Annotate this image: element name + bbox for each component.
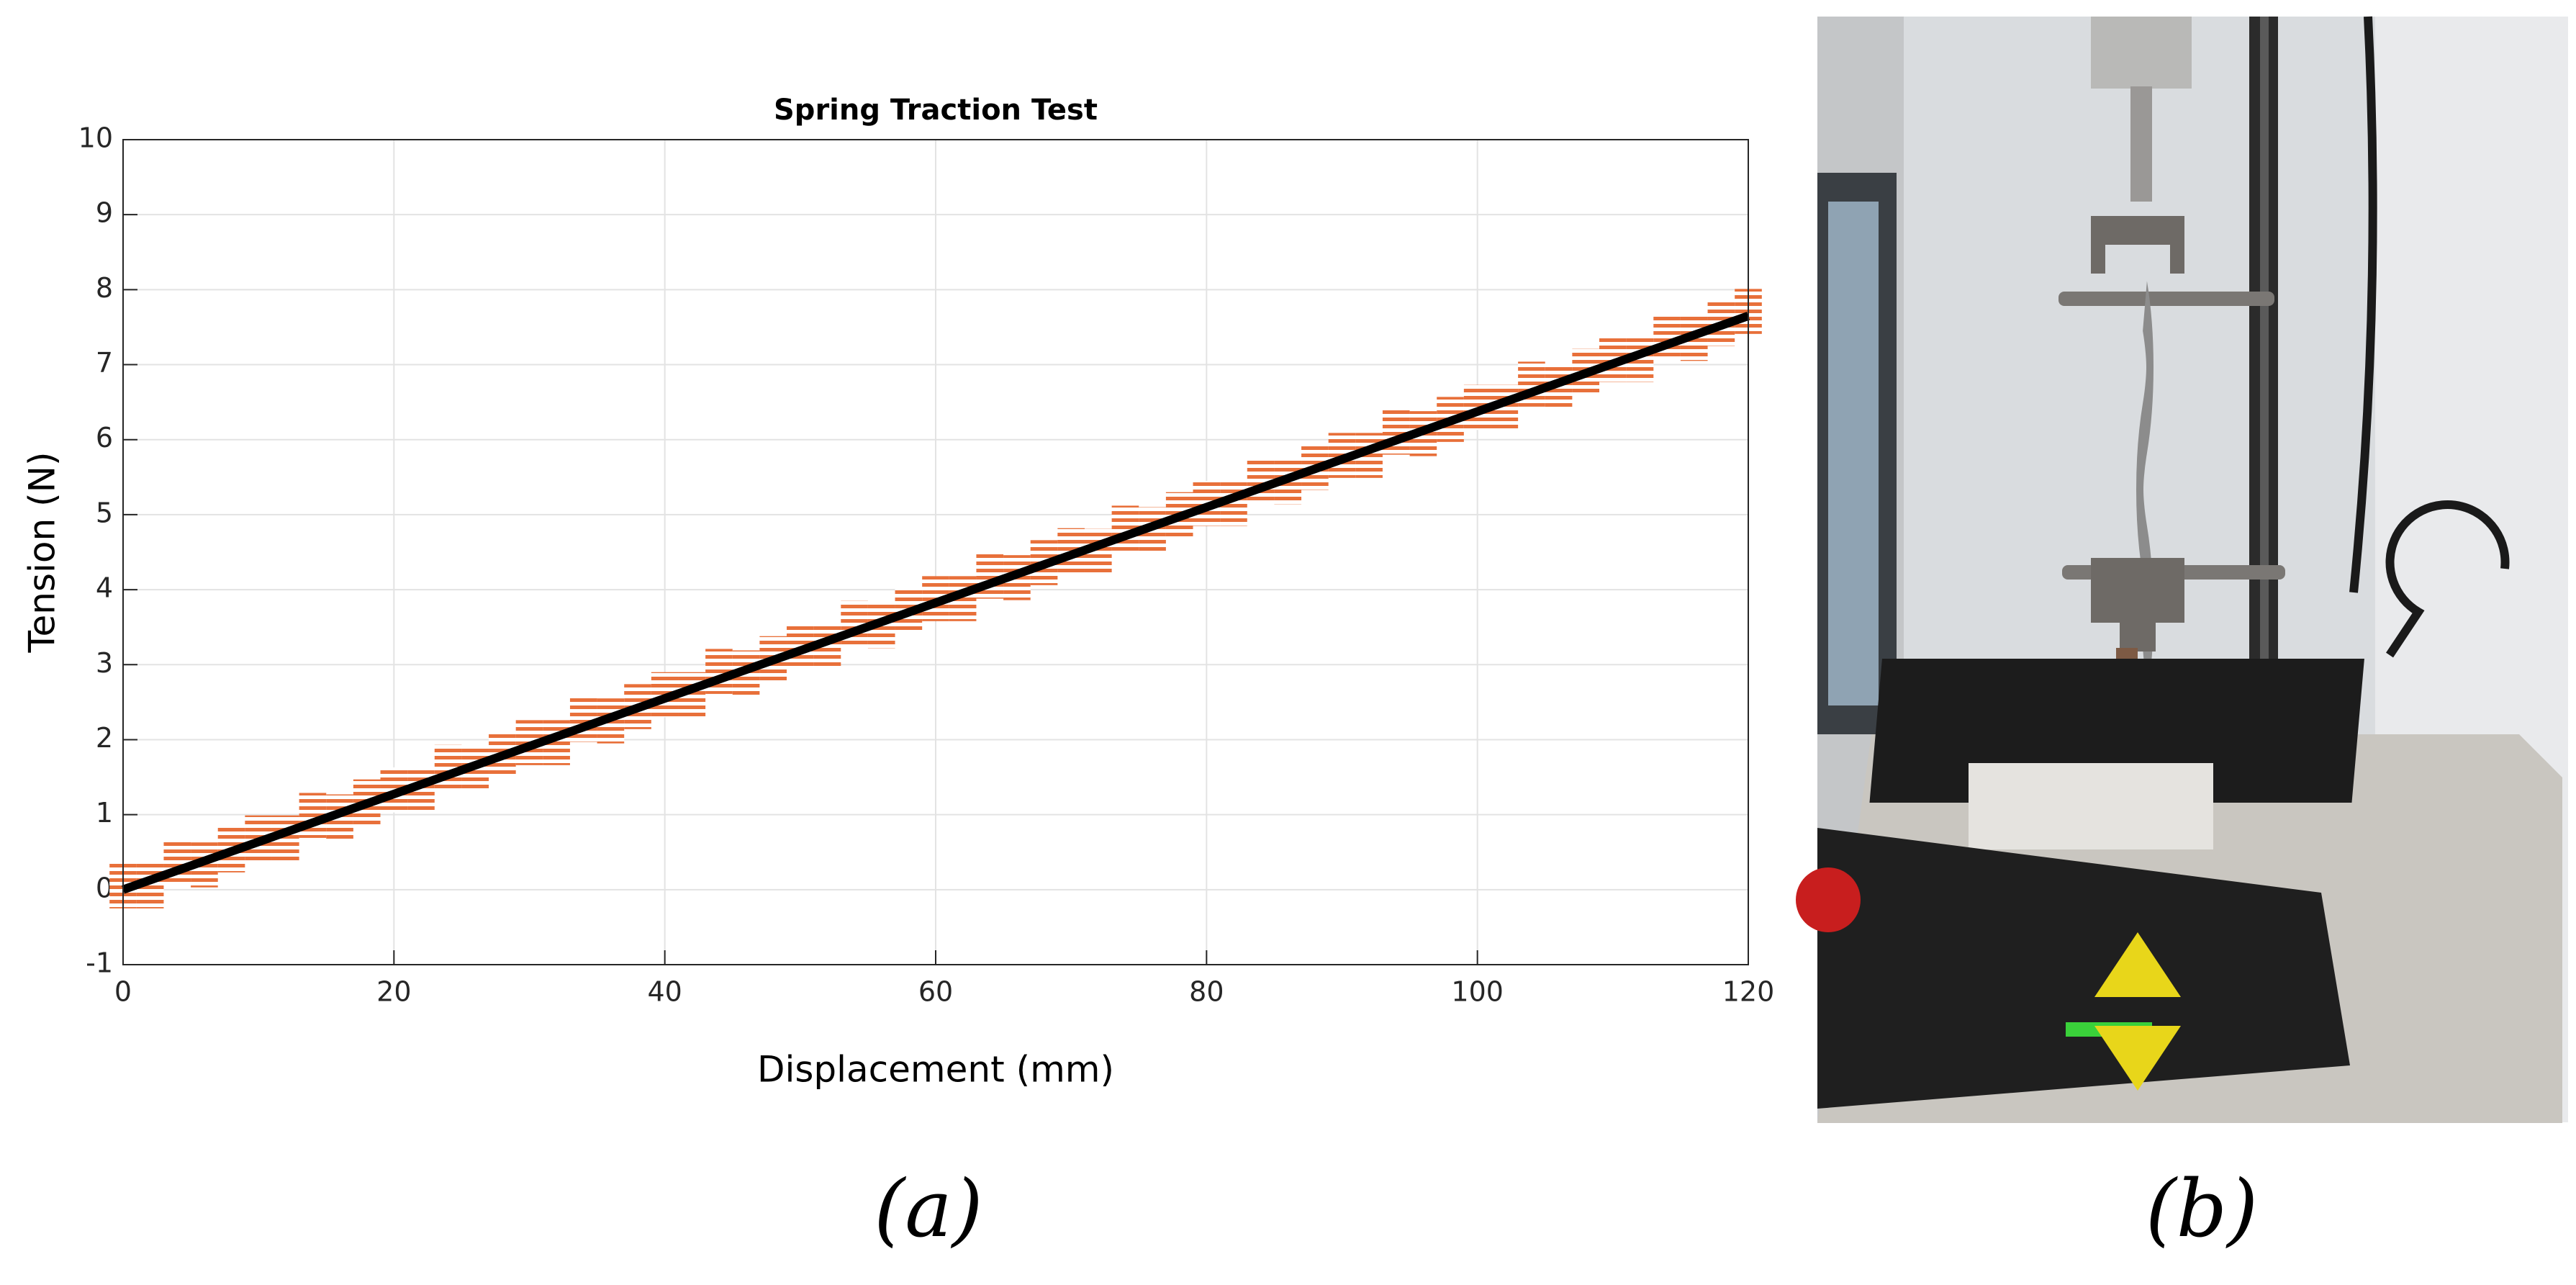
panel-label: (a) (874, 1163, 982, 1255)
y-tick-label: 3 (96, 647, 113, 679)
x-tick-label: 120 (1722, 976, 1775, 1008)
x-tick-label: 60 (918, 976, 953, 1008)
panel-label: (b) (2146, 1163, 2258, 1255)
y-tick-label: 9 (96, 197, 113, 229)
y-tick-label: 8 (96, 272, 113, 304)
x-tick-label: 100 (1451, 976, 1504, 1008)
y-tick-label: 10 (78, 122, 113, 154)
x-tick-label: 0 (114, 976, 132, 1008)
x-tick-label: 40 (647, 976, 682, 1008)
y-tick-label: 2 (96, 722, 113, 754)
chart-title: Spring Traction Test (774, 94, 1098, 127)
photo (1796, 16, 2568, 1123)
y-tick-label: 5 (96, 497, 113, 528)
x-tick-label: 20 (376, 976, 411, 1008)
y-tick-label: 1 (96, 797, 113, 829)
y-tick-label: 4 (96, 572, 113, 604)
x-axis-label: Displacement (mm) (757, 1049, 1114, 1091)
y-tick-label: 7 (96, 347, 113, 379)
y-axis-label: Tension (N) (22, 451, 63, 653)
fit-line (122, 312, 1750, 894)
y-tick-label: -1 (86, 947, 113, 979)
axes-box (122, 139, 1749, 965)
x-tick-label: 80 (1189, 976, 1224, 1008)
y-tick-label: 6 (96, 422, 113, 454)
